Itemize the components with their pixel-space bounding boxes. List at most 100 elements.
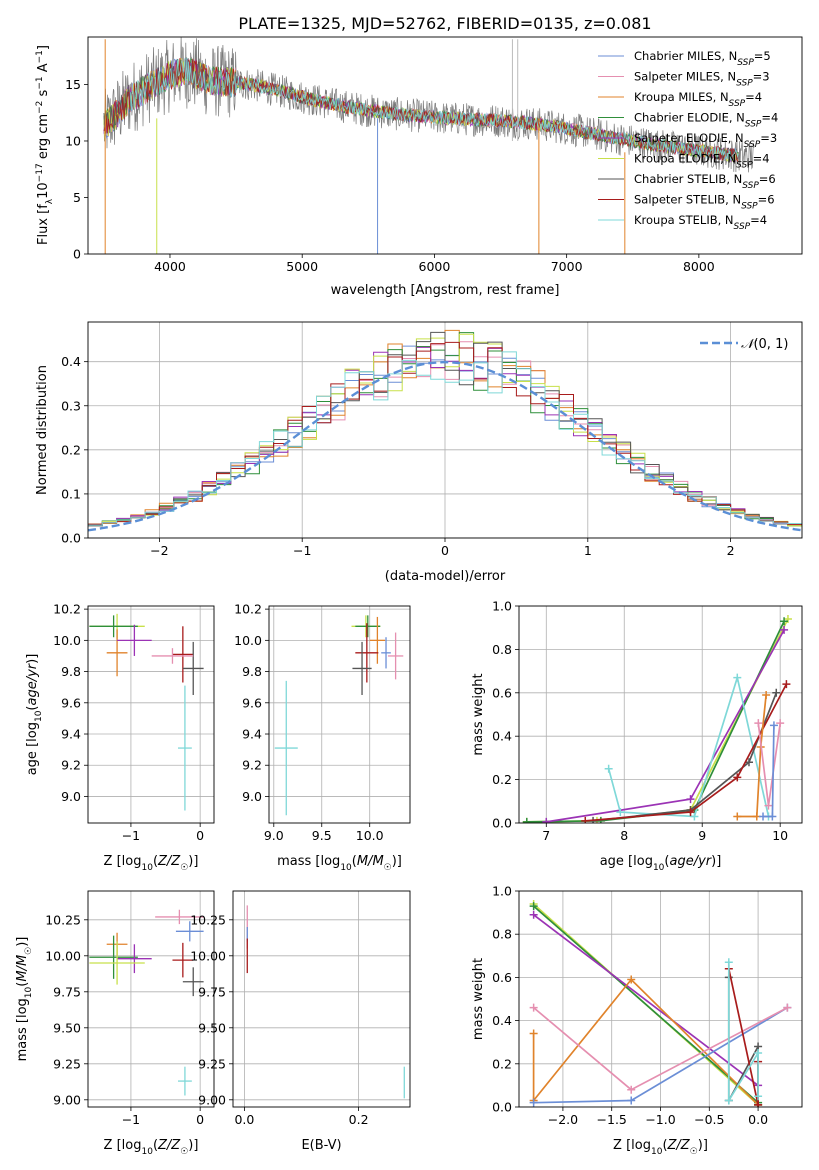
y-axis-label: mass weight bbox=[471, 673, 486, 755]
legend-label: Kroupa STELIB, NSSP=4 bbox=[634, 213, 767, 232]
model-spectrum bbox=[129, 57, 739, 162]
legend-label: Chabrier ELODIE, NSSP=4 bbox=[634, 111, 778, 130]
x-axis-label: (data-model)/error bbox=[385, 569, 506, 584]
legend-label: Salpeter MILES, NSSP=3 bbox=[634, 70, 770, 89]
y-tick-label: 9.50 bbox=[198, 1020, 226, 1035]
weight-marker bbox=[783, 1003, 792, 1012]
x-tick-label: 8 bbox=[620, 828, 628, 843]
y-tick-label: 9.2 bbox=[242, 758, 262, 773]
axes-frame bbox=[87, 890, 215, 1108]
legend-label: Chabrier STELIB, NSSP=6 bbox=[634, 172, 776, 191]
x-tick-label: 1 bbox=[584, 543, 592, 558]
plot-area bbox=[88, 891, 214, 1107]
y-tick-label: 9.50 bbox=[53, 1020, 81, 1035]
weight-marker bbox=[733, 773, 742, 782]
weight-marker bbox=[762, 690, 771, 699]
weight-marker bbox=[529, 1029, 538, 1038]
x-tick-label: −0.5 bbox=[694, 1112, 724, 1127]
y-tick-label: 10.00 bbox=[45, 948, 81, 963]
weight-marker bbox=[776, 719, 785, 728]
y-axis-label: Normed distribution bbox=[35, 365, 50, 495]
y-tick-label: 10.2 bbox=[234, 602, 262, 617]
x-tick-label: 0.2 bbox=[349, 1112, 369, 1127]
y-tick-label: 0.8 bbox=[492, 642, 512, 657]
x-tick-label: −2.0 bbox=[548, 1112, 578, 1127]
y-tick-label: 10.0 bbox=[53, 633, 81, 648]
weight-marker bbox=[759, 812, 768, 821]
y-tick-label: 0.2 bbox=[492, 772, 512, 787]
y-tick-label: 9.0 bbox=[61, 789, 81, 804]
x-tick-label: 8000 bbox=[683, 259, 715, 274]
weight-line bbox=[737, 694, 767, 818]
x-tick-label: −1 bbox=[122, 1112, 140, 1127]
chart-age_vs_mass: 9.0 9.5 10.0 9.0 9.2 9.4 9.6 9.8 10.0 10.2 mass [l… bbox=[234, 602, 411, 873]
y-tick-label: 0.3 bbox=[61, 398, 81, 413]
x-tick-label: −1.0 bbox=[645, 1112, 675, 1127]
x-tick-label: 2 bbox=[727, 543, 735, 558]
weight-marker bbox=[764, 801, 773, 810]
weight-marker bbox=[724, 958, 733, 967]
data-spectrum bbox=[103, 37, 755, 173]
chart-residuals: −2 −1 0 1 2 0.0 0.1 0.2 0.3 0.4 𝒩(0, 1) (data-model… bbox=[35, 321, 803, 584]
legend-label: Salpeter ELODIE, NSSP=3 bbox=[634, 131, 777, 150]
weight-marker bbox=[627, 975, 636, 984]
y-tick-label: 10 bbox=[65, 133, 81, 148]
y-tick-label: 9.8 bbox=[242, 664, 262, 679]
axes-frame bbox=[268, 605, 411, 824]
axes-frame bbox=[232, 890, 411, 1108]
plot-area bbox=[269, 606, 410, 823]
y-tick-label: 0.4 bbox=[61, 354, 81, 369]
x-axis-label: mass [log10(M/M☉)] bbox=[277, 854, 402, 873]
x-tick-label: 5000 bbox=[286, 259, 318, 274]
x-tick-label: 0 bbox=[196, 828, 204, 843]
axes-frame bbox=[87, 36, 803, 255]
weight-marker bbox=[782, 680, 791, 689]
axes-frame bbox=[87, 605, 215, 824]
weight-marker bbox=[686, 808, 695, 817]
x-axis-label: wavelength [Angstrom, rest frame] bbox=[331, 283, 560, 298]
chart-mass_vs_EBV: 0.0 0.2 9.00 9.25 9.50 9.75 10.00 10.25 E(B-V) bbox=[190, 890, 411, 1153]
plot-area bbox=[519, 891, 802, 1107]
y-tick-label: 9.6 bbox=[242, 695, 262, 710]
axes-frame bbox=[87, 321, 803, 539]
y-tick-label: 9.4 bbox=[61, 727, 81, 742]
y-tick-label: 0.2 bbox=[492, 1056, 512, 1071]
y-tick-label: 9.25 bbox=[198, 1056, 226, 1071]
y-tick-label: 9.00 bbox=[53, 1092, 81, 1107]
weight-marker bbox=[754, 1049, 763, 1057]
x-tick-label: 4000 bbox=[154, 259, 186, 274]
weight-marker bbox=[754, 719, 763, 728]
plot-area bbox=[103, 37, 755, 254]
axes-frame bbox=[518, 890, 803, 1108]
weight-line bbox=[532, 978, 759, 1106]
y-tick-label: 0.4 bbox=[492, 729, 512, 744]
plot-area bbox=[519, 606, 802, 823]
weight-marker bbox=[627, 1085, 636, 1094]
plot-area bbox=[233, 891, 410, 1107]
weight-marker bbox=[724, 1096, 733, 1105]
y-tick-label: 0.6 bbox=[492, 685, 512, 700]
weight-marker bbox=[780, 625, 789, 634]
y-tick-label: 9.4 bbox=[242, 727, 262, 742]
y-tick-label: 0.0 bbox=[492, 1100, 512, 1115]
x-tick-label: 9.0 bbox=[264, 828, 284, 843]
x-tick-label: −1 bbox=[293, 543, 311, 558]
x-tick-label: 10.0 bbox=[356, 828, 384, 843]
x-tick-label: 9 bbox=[698, 828, 706, 843]
weight-marker bbox=[522, 817, 531, 823]
weight-marker bbox=[772, 688, 781, 697]
weight-marker bbox=[690, 812, 699, 821]
x-axis-label: E(B-V) bbox=[301, 1138, 341, 1153]
weight-marker bbox=[780, 617, 789, 626]
weight-marker bbox=[529, 1098, 538, 1107]
x-tick-label: 6000 bbox=[419, 259, 451, 274]
legend-label: Chabrier MILES, NSSP=5 bbox=[634, 49, 771, 68]
weight-marker bbox=[768, 812, 777, 821]
legend-label: Kroupa ELODIE, NSSP=4 bbox=[634, 152, 770, 171]
y-axis-label: Flux [fλ10−17 erg cm−2 s−1 A−1] bbox=[35, 45, 55, 245]
y-tick-label: 9.0 bbox=[242, 789, 262, 804]
weight-marker bbox=[754, 1100, 763, 1107]
x-axis-label: Z [log10(Z/Z☉)] bbox=[613, 1138, 708, 1157]
y-tick-label: 10.0 bbox=[234, 633, 262, 648]
weight-marker bbox=[581, 816, 590, 823]
